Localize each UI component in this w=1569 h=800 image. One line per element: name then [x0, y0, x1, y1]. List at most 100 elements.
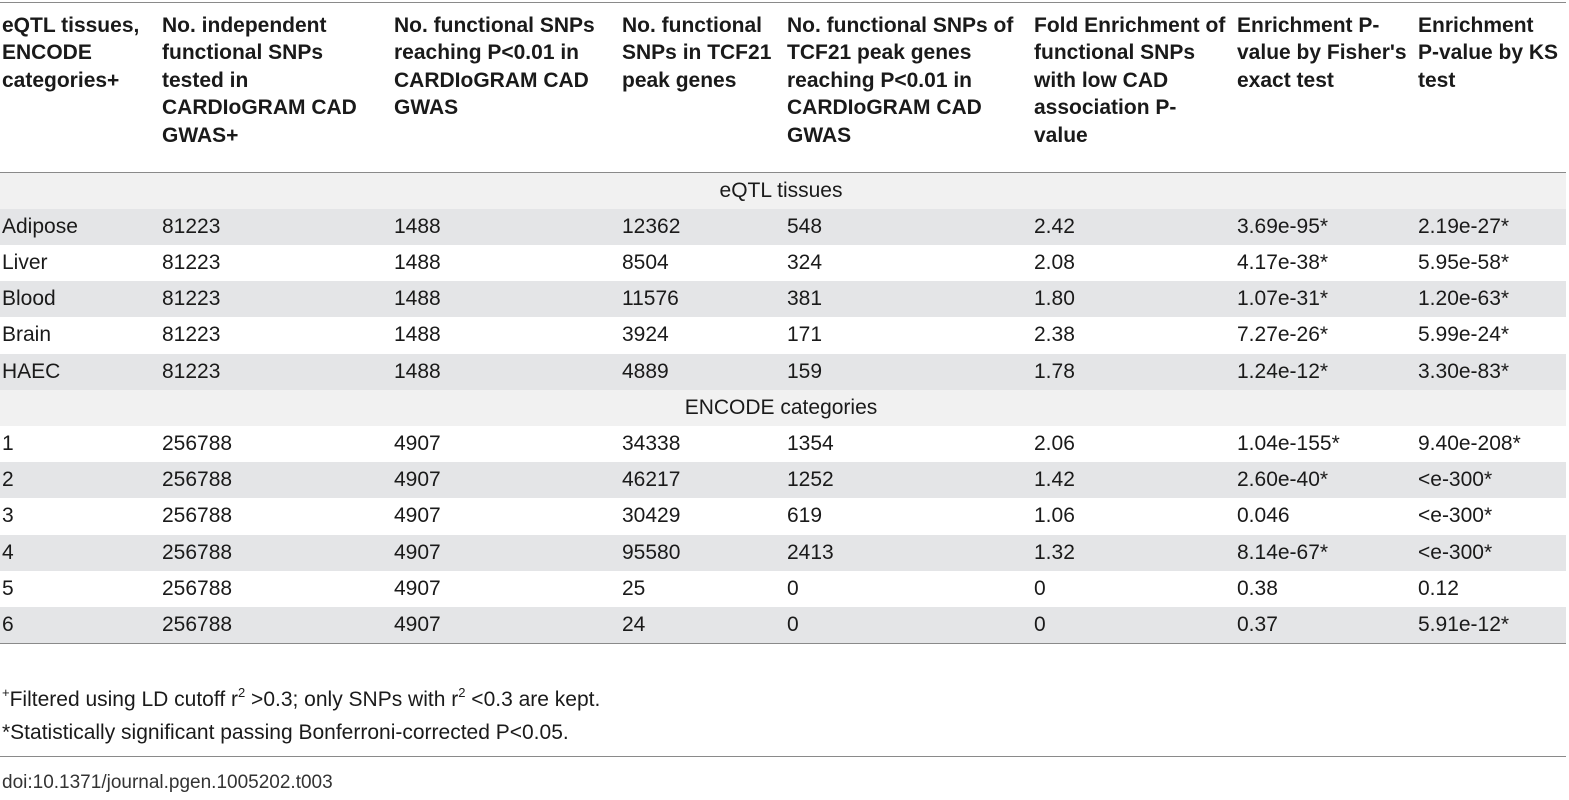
table-cell: 4907: [392, 462, 620, 499]
row-label: 6: [0, 606, 160, 645]
row-label: 5: [2, 576, 14, 600]
table-cell: 1.20e-63*: [1416, 281, 1566, 318]
table-cell: 619: [787, 504, 823, 528]
footnote-significance: *Statistically significant passing Bonfe…: [2, 721, 569, 744]
table-cell: 256788: [160, 534, 392, 571]
doi-link[interactable]: doi:10.1371/journal.pgen.1005202.t003: [2, 772, 333, 793]
table-cell: 1.80: [1032, 281, 1235, 318]
table-cell: 1.42: [1032, 462, 1235, 499]
table-row: Liver 81223 1488 8504 324 2.08 4.17e-38* 5.95e-…: [0, 245, 1566, 281]
table-cell: 1.24e-12*: [1235, 353, 1416, 390]
table-cell: 81223: [162, 323, 221, 347]
table-cell: <e-300*: [1416, 534, 1566, 571]
row-label: 4: [0, 534, 160, 571]
table-cell: 4907: [394, 576, 441, 600]
table-cell: 1.78: [1032, 353, 1235, 390]
table-cell: 1488: [392, 208, 620, 245]
footnotes: +Filtered using LD cutoff r2 >0.3; only …: [2, 683, 1562, 749]
table-cell: 1252: [785, 462, 1032, 499]
table-cell: 0: [787, 576, 799, 600]
table-cell: 256788: [162, 504, 233, 528]
superscript: 2: [458, 685, 466, 700]
table-cell: 81223: [160, 353, 392, 390]
table-cell: 46217: [620, 462, 785, 499]
column-header: No. functional SNPs of TCF21 peak genes …: [785, 4, 1032, 173]
table-cell: 8504: [622, 250, 669, 274]
row-label: HAEC: [0, 353, 160, 390]
table-cell: 5.99e-24*: [1418, 323, 1510, 347]
table-cell: 324: [787, 250, 823, 274]
row-label: Liver: [2, 250, 48, 274]
table-cell: 1.32: [1032, 534, 1235, 571]
table-cell: 5.95e-58*: [1418, 250, 1510, 274]
table-cell: 81223: [162, 250, 221, 274]
table-cell: 0: [1032, 606, 1235, 645]
table-row: 5 256788 4907 25 0 0 0.38 0.12: [0, 571, 1566, 607]
table-cell: 1.07e-31*: [1235, 281, 1416, 318]
table-cell: 7.27e-26*: [1237, 323, 1329, 347]
table-cell: 4907: [394, 504, 441, 528]
table-row: Brain 81223 1488 3924 171 2.38 7.27e-26* 5.99e-…: [0, 317, 1566, 353]
table-cell: 81223: [160, 281, 392, 318]
table-row: HAEC 81223 1488 4889 159 1.78 1.24e-12* 3.30e-8…: [0, 353, 1566, 390]
column-header: eQTL tissues, ENCODE categories+: [0, 4, 160, 173]
table-top-rule: [0, 2, 1566, 3]
footnote-text: Filtered using LD cutoff r: [9, 688, 238, 711]
section-title: ENCODE categories: [0, 389, 1566, 426]
table-cell: 0: [1034, 576, 1046, 600]
table-cell: 1354: [787, 431, 834, 455]
table-cell: 4.17e-38*: [1237, 250, 1329, 274]
table-cell: 548: [785, 208, 1032, 245]
table-cell: <e-300*: [1416, 462, 1566, 499]
column-header: Enrichment P-value by Fisher's exact tes…: [1235, 4, 1416, 173]
table-cell: 381: [785, 281, 1032, 318]
table-cell: 2413: [785, 534, 1032, 571]
table-cell: 2.08: [1034, 250, 1075, 274]
table-cell: 0.12: [1418, 576, 1459, 600]
section-header-row: eQTL tissues: [0, 172, 1566, 209]
table-row: 4 256788 4907 95580 2413 1.32 8.14e-67* <e-300*: [0, 534, 1566, 571]
table-row: Blood 81223 1488 11576 381 1.80 1.07e-31* 1.20e…: [0, 281, 1566, 318]
table-cell: 3.69e-95*: [1235, 208, 1416, 245]
column-header: Fold Enrichment of functional SNPs with …: [1032, 4, 1235, 173]
footnote-text: <0.3 are kept.: [465, 688, 601, 711]
table-cell: 1.04e-155*: [1237, 431, 1340, 455]
footnote-text: >0.3; only SNPs with r: [245, 688, 459, 711]
table-cell: 1488: [394, 323, 441, 347]
table-cell: 4907: [392, 606, 620, 645]
section-title: eQTL tissues: [0, 172, 1566, 209]
footer-rule: [0, 756, 1566, 757]
table-cell: 0: [785, 606, 1032, 645]
table-row: 3 256788 4907 30429 619 1.06 0.046 <e-300*: [0, 498, 1566, 534]
data-table: eQTL tissues, ENCODE categories+ No. ind…: [0, 4, 1566, 645]
table-cell: <e-300*: [1418, 504, 1493, 528]
table-cell: 11576: [620, 281, 785, 318]
table-row: 1 256788 4907 34338 1354 2.06 1.04e-155* 9.40e-…: [0, 426, 1566, 462]
table-cell: 2.06: [1034, 431, 1075, 455]
header-row: eQTL tissues, ENCODE categories+ No. ind…: [0, 4, 1566, 173]
table-cell: 0.37: [1235, 606, 1416, 645]
table-cell: 0.38: [1237, 576, 1278, 600]
column-header: No. independent functional SNPs tested i…: [160, 4, 392, 173]
table-cell: 5.91e-12*: [1416, 606, 1566, 645]
table-row: 6 256788 4907 24 0 0 0.37 5.91e-12*: [0, 606, 1566, 645]
table-cell: 81223: [160, 208, 392, 245]
column-header: Enrichment P-value by KS test: [1416, 4, 1566, 173]
table-cell: 2.60e-40*: [1235, 462, 1416, 499]
table-cell: 3.30e-83*: [1416, 353, 1566, 390]
table-cell: 9.40e-208*: [1418, 431, 1521, 455]
table-cell: 12362: [620, 208, 785, 245]
table-cell: 4889: [620, 353, 785, 390]
table-body: eQTL tissues Adipose 81223 1488 12362 548 2.42…: [0, 172, 1566, 645]
footnote-marker: +: [2, 685, 10, 700]
superscript: 2: [237, 685, 246, 700]
row-label: 1: [2, 431, 14, 455]
table-cell: 8.14e-67*: [1235, 534, 1416, 571]
table-cell: 1488: [392, 281, 620, 318]
table-cell: 34338: [622, 431, 681, 455]
table-cell: 2.42: [1032, 208, 1235, 245]
footnote-ld-cutoff: +Filtered using LD cutoff r2 >0.3; only …: [2, 683, 1562, 716]
table-row: 2 256788 4907 46217 1252 1.42 2.60e-40* <e-300*: [0, 462, 1566, 499]
table-cell: 2.38: [1034, 323, 1075, 347]
table-cell: 24: [620, 606, 785, 645]
